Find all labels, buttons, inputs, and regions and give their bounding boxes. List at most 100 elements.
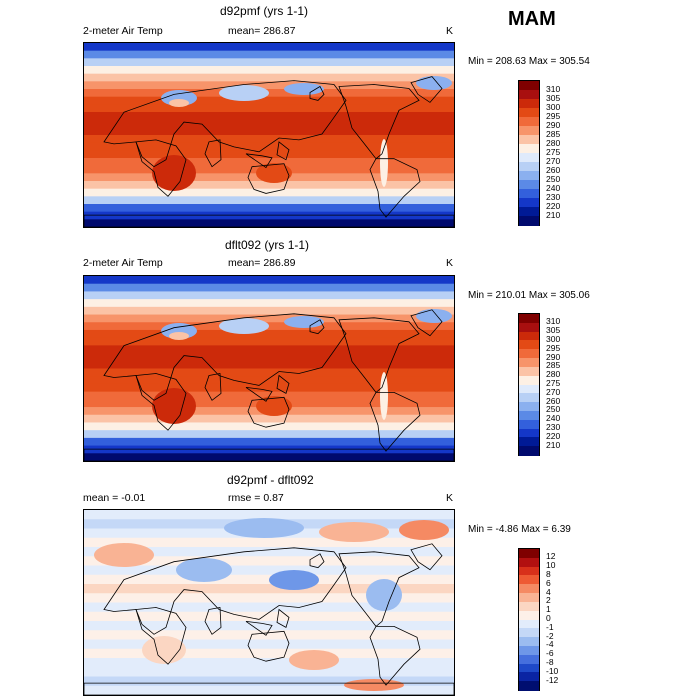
map-3-coastline xyxy=(309,553,325,569)
colorbar-2-swatch xyxy=(519,384,539,394)
colorbar-3-swatch xyxy=(519,549,539,559)
map-1-band xyxy=(84,196,454,205)
colorbar-1-tick-label: 230 xyxy=(546,191,561,202)
colorbar-3-tick-label: 0 xyxy=(546,613,551,623)
map-3-anomaly xyxy=(366,579,402,611)
panel-2-field: 2-meter Air Temp xyxy=(83,257,163,269)
map-3-anomaly xyxy=(399,520,449,540)
map-2-anomaly xyxy=(256,396,292,416)
colorbar-2-swatch xyxy=(519,446,539,456)
colorbar-2-swatch xyxy=(519,428,539,438)
map-2-band xyxy=(84,383,454,393)
colorbar-1-tick-label: 285 xyxy=(546,128,561,139)
map-1-coastline xyxy=(410,76,443,103)
panel-2-colorbar xyxy=(518,313,540,456)
map-3-band xyxy=(84,676,454,687)
colorbar-2-tick-label: 290 xyxy=(546,351,561,362)
map-2-coastline xyxy=(369,392,421,452)
colorbar-1-swatch xyxy=(519,216,539,226)
colorbar-3-swatch xyxy=(519,619,539,629)
map-1-band xyxy=(84,204,454,213)
map-2-band xyxy=(84,322,454,331)
map-1-coastline xyxy=(309,85,325,101)
colorbar-3-tick-label: 8 xyxy=(546,568,551,579)
map-2-coastline xyxy=(276,374,290,394)
colorbar-1-swatch xyxy=(519,126,539,136)
colorbar-1-swatch xyxy=(519,144,539,154)
colorbar-2-tick-label: 210 xyxy=(546,439,561,450)
colorbar-3-tick-label: 12 xyxy=(546,551,556,562)
panel-3-min-value: -4.86 xyxy=(495,524,519,535)
panel-3-unit: K xyxy=(446,492,454,504)
map-2-band xyxy=(84,437,454,447)
colorbar-1-tick-label: 275 xyxy=(546,146,561,157)
map-1-anomaly xyxy=(284,83,324,95)
map-1-band xyxy=(84,142,454,151)
map-2-band xyxy=(84,368,454,377)
panel-3-rmse-value: 0.87 xyxy=(263,492,284,504)
map-1-coastline xyxy=(338,84,420,160)
map-1-band xyxy=(84,43,454,52)
colorbar-3-swatch xyxy=(519,575,539,585)
colorbar-1-tick-label: 310 xyxy=(546,83,561,94)
panel-2-mean-value: 286.89 xyxy=(263,257,296,269)
colorbar-1-swatch xyxy=(519,171,539,181)
colorbar-2-swatch xyxy=(519,410,539,421)
colorbar-1-tick-label: 280 xyxy=(546,137,561,148)
colorbar-3-swatch xyxy=(519,645,539,656)
map-2-band xyxy=(84,453,454,461)
colorbar-2-swatch xyxy=(519,358,539,368)
panel-3-colorbar xyxy=(518,548,540,691)
map-3-band xyxy=(84,630,454,641)
panel-2-unit: K xyxy=(446,257,454,269)
colorbar-1-swatch xyxy=(519,99,539,109)
colorbar-1-swatch xyxy=(519,180,539,190)
map-3-band xyxy=(84,685,454,695)
map-3-coastline xyxy=(410,543,443,571)
map-2-anomaly xyxy=(219,318,269,334)
map-3-band xyxy=(84,648,454,659)
map-1-anomaly xyxy=(380,139,388,187)
colorbar-1-swatch xyxy=(519,90,539,100)
colorbar-3-swatch xyxy=(519,654,539,665)
colorbar-2-tick-label: 230 xyxy=(546,422,561,433)
colorbar-2-tick-label: 295 xyxy=(546,342,561,353)
map-2-anomaly xyxy=(380,372,388,420)
colorbar-1-tick-label: 305 xyxy=(546,92,561,103)
map-2-band xyxy=(84,314,454,323)
panel-1-unit: K xyxy=(446,25,454,37)
colorbar-2-swatch xyxy=(519,349,539,359)
map-2-band xyxy=(84,306,454,316)
map-1-coastline xyxy=(204,139,222,168)
map-1-coastline xyxy=(245,153,273,169)
colorbar-2-tick-label: 220 xyxy=(546,430,561,441)
map-3-band xyxy=(84,639,454,650)
panel-3-title: d92pmf - dflt092 xyxy=(227,473,314,487)
map-2-coastline xyxy=(245,387,273,402)
panel-3-rmse-label: rmse = xyxy=(228,492,261,504)
panel-2-min-label: Min = xyxy=(468,290,493,301)
colorbar-1-tick-label: 295 xyxy=(546,110,561,121)
map-2-coastline xyxy=(338,317,420,393)
colorbar-2-swatch xyxy=(519,419,539,430)
map-3-band xyxy=(84,658,454,668)
map-1-band xyxy=(84,73,454,82)
colorbar-2-tick-label: 310 xyxy=(546,316,561,327)
panel-2-minmax: Min = 210.01 Max = 305.06 xyxy=(468,290,590,301)
colorbar-2-swatch xyxy=(519,393,539,403)
map-3-coastline xyxy=(276,608,290,628)
colorbar-2-tick-label: 270 xyxy=(546,386,561,397)
panel-2-map xyxy=(83,275,455,462)
map-2-anomaly xyxy=(416,309,452,323)
map-3-coastline xyxy=(369,626,421,686)
colorbar-1-tick-label: 220 xyxy=(546,200,561,211)
colorbar-2-tick-label: 260 xyxy=(546,395,561,406)
colorbar-3-swatch xyxy=(519,566,539,576)
panel-1-title: d92pmf (yrs 1-1) xyxy=(220,4,309,18)
panel-1-max-label: Max = xyxy=(528,56,557,67)
panel-3-minmax: Min = -4.86 Max = 6.39 xyxy=(468,524,571,535)
panel-2-mean: mean= 286.89 xyxy=(228,257,295,269)
map-3-band xyxy=(84,537,454,548)
colorbar-1-swatch xyxy=(519,162,539,172)
panel-2-map-svg xyxy=(84,276,454,461)
